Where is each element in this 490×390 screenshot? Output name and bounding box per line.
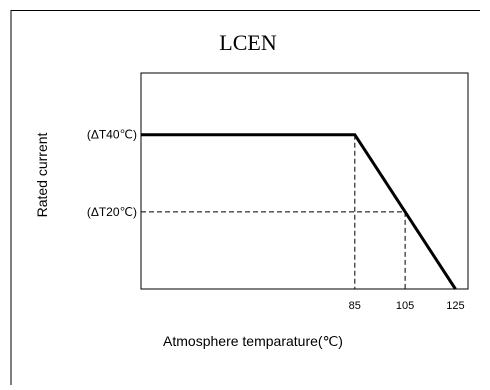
series-line-0: [141, 133, 457, 290]
y-axis-label: Rated current: [34, 132, 50, 217]
chart: LCEN (ΔT40℃) (ΔT20℃) 85 105 125 Atmosphere …: [10, 10, 480, 385]
x-tick-label-0: 85: [349, 300, 361, 312]
y-tick-labels: (ΔT40℃) (ΔT20℃): [87, 128, 137, 219]
chart-title: LCEN: [219, 30, 277, 55]
chart-frame: LCEN (ΔT40℃) (ΔT20℃) 85 105 125 Atmosphere …: [10, 10, 480, 385]
y-tick-label-1: (ΔT20℃): [87, 205, 137, 219]
x-tick-label-2: 125: [446, 300, 464, 312]
reference-lines: [141, 134, 406, 289]
series-group: [141, 133, 457, 290]
x-axis-label: Atmosphere temparature(℃): [163, 333, 343, 349]
plot-area: [140, 72, 469, 290]
y-tick-label-0: (ΔT40℃): [87, 128, 137, 142]
x-tick-label-1: 105: [396, 300, 414, 312]
x-tick-labels: 85 105 125: [349, 300, 465, 312]
